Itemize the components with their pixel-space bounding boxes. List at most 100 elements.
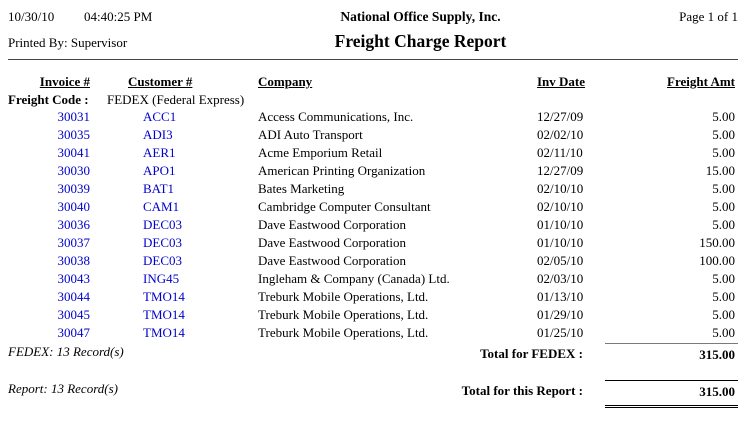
company-cell: Treburk Mobile Operations, Ltd. — [258, 325, 429, 340]
inv-date-cell: 01/25/10 — [537, 325, 584, 340]
invoice-cell[interactable]: 30036 — [57, 217, 91, 232]
inv-date-cell: 01/10/10 — [537, 217, 584, 232]
inv-date-cell: 02/11/10 — [537, 145, 583, 160]
printed-time: 04:40:25 PM — [84, 9, 153, 24]
company-cell: Acme Emporium Retail — [258, 145, 383, 160]
company-cell: Ingleham & Company (Canada) Ltd. — [258, 271, 450, 286]
invoice-cell[interactable]: 30041 — [57, 145, 91, 160]
report-title: Freight Charge Report — [334, 31, 507, 51]
printed-date: 10/30/10 — [8, 9, 55, 24]
company-name: National Office Supply, Inc. — [340, 9, 501, 24]
report-record-count: Report: 13 Record(s) — [8, 381, 118, 396]
invoice-cell[interactable]: 30030 — [57, 163, 91, 178]
inv-date-cell: 02/03/10 — [537, 271, 584, 286]
company-cell: Dave Eastwood Corporation — [258, 253, 407, 268]
invoice-cell[interactable]: 30035 — [57, 127, 91, 142]
freight-amt-cell: 5.00 — [712, 289, 735, 304]
invoice-cell[interactable]: 30043 — [57, 271, 91, 286]
column-header-company: Company — [258, 74, 313, 89]
inv-date-cell: 01/10/10 — [537, 235, 584, 250]
company-cell: Dave Eastwood Corporation — [258, 235, 407, 250]
freight-amt-cell: 5.00 — [712, 127, 735, 142]
table-row: 30045 TMO14 Treburk Mobile Operations, L… — [8, 306, 738, 324]
freight-amt-cell: 5.00 — [712, 325, 735, 340]
customer-cell[interactable]: TMO14 — [143, 325, 185, 340]
company-cell: ADI Auto Transport — [258, 127, 363, 142]
freight-amt-cell: 5.00 — [712, 217, 735, 232]
inv-date-cell: 12/27/09 — [537, 109, 584, 124]
freight-amt-cell: 5.00 — [712, 199, 735, 214]
invoice-cell[interactable]: 30031 — [57, 109, 91, 124]
column-header-freight-amt: Freight Amt — [667, 74, 735, 89]
column-header-invoice: Invoice # — [39, 74, 90, 89]
company-cell: Treburk Mobile Operations, Ltd. — [258, 289, 429, 304]
customer-cell[interactable]: TMO14 — [143, 289, 185, 304]
customer-cell[interactable]: APO1 — [143, 163, 176, 178]
freight-code-label: Freight Code : — [8, 92, 89, 107]
freight-amt-cell: 150.00 — [699, 235, 735, 250]
freight-code-row: Freight Code : FEDEX (Federal Express) — [8, 91, 738, 108]
customer-cell[interactable]: DEC03 — [143, 253, 182, 268]
group-total-row: FEDEX: 13 Record(s) Total for FEDEX : 31… — [8, 343, 738, 363]
table-row: 30031 ACC1 Access Communications, Inc. 1… — [8, 108, 738, 126]
freight-amt-cell: 5.00 — [712, 307, 735, 322]
customer-cell[interactable]: TMO14 — [143, 307, 185, 322]
inv-date-cell: 01/29/10 — [537, 307, 584, 322]
printed-by: Printed By: Supervisor — [8, 35, 128, 50]
invoice-cell[interactable]: 30039 — [57, 181, 91, 196]
group-total-label: Total for FEDEX : — [480, 346, 583, 361]
table-row: 30047 TMO14 Treburk Mobile Operations, L… — [8, 324, 738, 342]
inv-date-cell: 02/05/10 — [537, 253, 584, 268]
customer-cell[interactable]: BAT1 — [143, 181, 175, 196]
header-left: 10/30/10 04:40:25 PM Printed By: Supervi… — [8, 8, 223, 52]
table-row: 30043 ING45 Ingleham & Company (Canada) … — [8, 270, 738, 288]
customer-cell[interactable]: ING45 — [143, 271, 180, 286]
invoice-cell[interactable]: 30037 — [57, 235, 91, 250]
table-row: 30044 TMO14 Treburk Mobile Operations, L… — [8, 288, 738, 306]
invoice-cell[interactable]: 30044 — [57, 289, 91, 304]
table-row: 30038 DEC03 Dave Eastwood Corporation 02… — [8, 252, 738, 270]
freight-amt-cell: 100.00 — [699, 253, 735, 268]
company-cell: Access Communications, Inc. — [258, 109, 414, 124]
inv-date-cell: 02/10/10 — [537, 181, 584, 196]
customer-cell[interactable]: DEC03 — [143, 217, 182, 232]
group-record-count: FEDEX: 13 Record(s) — [8, 344, 124, 359]
header-center: National Office Supply, Inc. Freight Cha… — [223, 8, 618, 51]
freight-amt-cell: 5.00 — [712, 145, 735, 160]
customer-cell[interactable]: ADI3 — [143, 127, 173, 142]
report-total-label: Total for this Report : — [461, 383, 583, 398]
freight-amt-cell: 15.00 — [705, 163, 735, 178]
invoice-cell[interactable]: 30045 — [57, 307, 91, 322]
table-body: 30031 ACC1 Access Communications, Inc. 1… — [8, 108, 738, 342]
column-header-customer: Customer # — [128, 74, 193, 89]
inv-date-cell: 12/27/09 — [537, 163, 584, 178]
table-row: 30037 DEC03 Dave Eastwood Corporation 01… — [8, 234, 738, 252]
customer-cell[interactable]: CAM1 — [143, 199, 180, 214]
table-row: 30036 DEC03 Dave Eastwood Corporation 01… — [8, 216, 738, 234]
freight-amt-cell: 5.00 — [712, 271, 735, 286]
inv-date-cell: 02/10/10 — [537, 199, 584, 214]
freight-code-value: FEDEX (Federal Express) — [107, 92, 245, 107]
group-total-amount: 315.00 — [605, 343, 738, 363]
company-cell: Cambridge Computer Consultant — [258, 199, 431, 214]
invoice-cell[interactable]: 30038 — [57, 253, 91, 268]
customer-cell[interactable]: AER1 — [143, 145, 176, 160]
header-divider — [8, 59, 738, 60]
report-total-amount: 315.00 — [605, 380, 738, 408]
invoice-cell[interactable]: 30040 — [57, 199, 91, 214]
column-header-inv-date: Inv Date — [537, 74, 586, 89]
inv-date-cell: 01/13/10 — [537, 289, 584, 304]
page-indicator: Page 1 of 1 — [679, 9, 738, 24]
table-row: 30041 AER1 Acme Emporium Retail 02/11/10… — [8, 144, 738, 162]
freight-amt-cell: 5.00 — [712, 181, 735, 196]
table-row: 30030 APO1 American Printing Organizatio… — [8, 162, 738, 180]
invoice-cell[interactable]: 30047 — [57, 325, 91, 340]
company-cell: Treburk Mobile Operations, Ltd. — [258, 307, 429, 322]
customer-cell[interactable]: ACC1 — [143, 109, 177, 124]
table-header-row: Invoice # Customer # Company Inv Date Fr… — [8, 73, 738, 90]
report-header: 10/30/10 04:40:25 PM Printed By: Supervi… — [8, 8, 738, 52]
company-cell: Bates Marketing — [258, 181, 345, 196]
customer-cell[interactable]: DEC03 — [143, 235, 182, 250]
table-row: 30039 BAT1 Bates Marketing 02/10/10 5.00 — [8, 180, 738, 198]
